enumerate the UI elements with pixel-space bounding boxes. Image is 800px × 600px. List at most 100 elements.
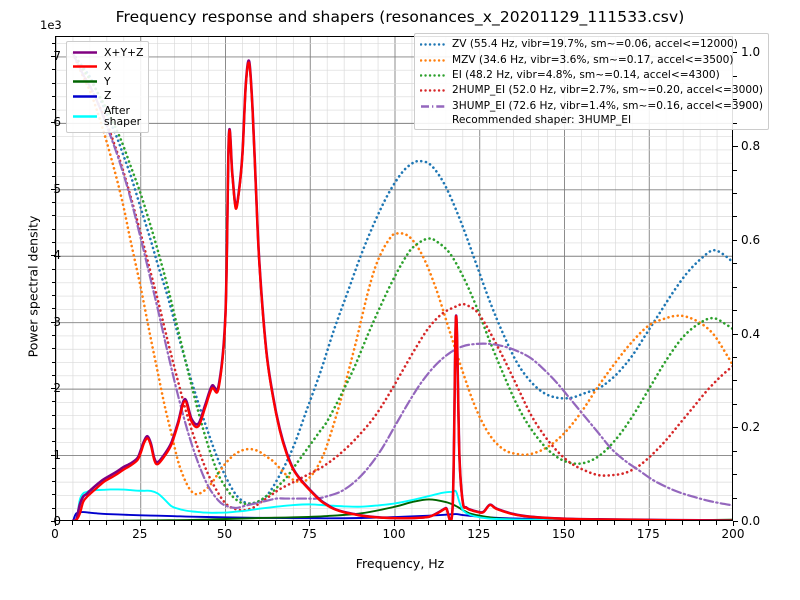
x-tick [360, 521, 362, 525]
y2-tick-label: 0.6 [741, 232, 761, 247]
legend-item-Y[interactable]: Y [72, 74, 143, 89]
legend-item-ZV[interactable]: ZV (55.4 Hz, vibr=19.7%, sm~=0.06, accel… [420, 37, 763, 52]
legend-line-icon [72, 76, 98, 87]
x-tick [597, 521, 599, 525]
legend-item-label: X+Y+Z [104, 45, 144, 59]
x-tick-label: 200 [721, 527, 745, 541]
y2-tick [733, 333, 738, 335]
legend-item-EI[interactable]: EI (48.2 Hz, vibr=4.8%, sm~=0.14, accel<… [420, 68, 763, 83]
legend-line-icon [420, 55, 446, 66]
x-tick [156, 521, 158, 525]
y2-tick-label: 1.0 [741, 45, 761, 60]
legend-item-X+Y+Z[interactable]: X+Y+Z [72, 45, 143, 60]
x-tick [580, 521, 582, 525]
y-tick [51, 162, 55, 164]
x-tick [716, 521, 718, 525]
y2-tick [733, 239, 737, 241]
x-tick [88, 521, 90, 525]
shaper-legend[interactable]: ZV (55.4 Hz, vibr=19.7%, sm~=0.06, accel… [414, 33, 769, 130]
x-tick [648, 521, 650, 526]
x-tick [614, 521, 616, 525]
legend-item-label: EI (48.2 Hz, vibr=4.8%, sm~=0.14, accel<… [452, 68, 720, 81]
legend-line-icon [420, 101, 446, 112]
x-tick [173, 521, 175, 525]
x-tick [343, 521, 345, 525]
y-tick [51, 441, 55, 443]
y-tick [51, 494, 55, 496]
y-tick [50, 454, 55, 456]
legend-item-label: X [104, 60, 112, 74]
psd-legend[interactable]: X+Y+Z X Y Z After shaper [66, 41, 150, 134]
legend-item-After-shaper[interactable]: After shaper [72, 103, 143, 129]
x-tick-label: 0 [51, 527, 59, 541]
x-tick [139, 521, 141, 526]
x-tick [512, 521, 514, 525]
x-tick [478, 521, 480, 526]
x-tick [309, 521, 311, 526]
x-tick [444, 521, 446, 525]
y-tick [50, 122, 55, 124]
y2-tick [733, 99, 737, 101]
legend-item-X[interactable]: X [72, 60, 143, 75]
y2-tick [733, 169, 737, 171]
y-tick [51, 135, 55, 137]
y-axis-label: Power spectral density [25, 215, 41, 358]
x-tick [665, 521, 667, 525]
y-tick [51, 401, 55, 403]
y-tick [51, 241, 55, 243]
y-tick [51, 467, 55, 469]
legend-item-label: Z [104, 89, 112, 103]
y-tick [51, 215, 55, 217]
x-tick-label: 50 [216, 527, 233, 541]
x-tick [427, 521, 429, 525]
y2-tick [733, 450, 737, 452]
y-tick-label: 2 [53, 381, 61, 396]
x-tick-label: 125 [467, 527, 491, 541]
y-tick [51, 334, 55, 336]
y2-tick [733, 427, 738, 429]
recommended-shaper-note: Recommended shaper: 3HUMP_EI [452, 113, 632, 126]
legend-line-icon [72, 91, 98, 102]
y2-tick [733, 521, 738, 522]
y-tick-label: 6 [53, 115, 61, 130]
y-tick [51, 427, 55, 429]
series-X [72, 61, 732, 520]
x-tick [631, 521, 633, 525]
y-tick [51, 148, 55, 150]
series-EI [71, 52, 732, 506]
legend-line-icon [420, 70, 446, 81]
y-tick [51, 228, 55, 230]
y2-tick-label: 0.4 [741, 326, 761, 341]
y-tick [51, 42, 55, 44]
y-tick [51, 361, 55, 363]
y-tick [51, 308, 55, 310]
y-tick [50, 521, 55, 522]
x-tick [495, 521, 497, 525]
x-tick-label: 175 [636, 527, 660, 541]
legend-item-label: 2HUMP_EI (52.0 Hz, vibr=2.7%, sm~=0.20, … [452, 84, 763, 97]
series-2HUMP_EI [71, 52, 732, 512]
x-tick [563, 521, 565, 526]
x-tick [207, 521, 209, 525]
legend-item-3HUMP_EI[interactable]: 3HUMP_EI (72.6 Hz, vibr=1.4%, sm~=0.16, … [420, 99, 763, 114]
x-tick [122, 521, 124, 525]
y2-tick [733, 192, 737, 194]
x-tick [275, 521, 277, 525]
y-tick-label: 1 [53, 447, 61, 462]
legend-line-icon [72, 111, 98, 122]
y2-tick [733, 122, 737, 124]
y2-tick-label: 0.0 [741, 514, 761, 528]
y2-tick [733, 403, 737, 405]
y-tick [50, 188, 55, 190]
legend-item-Z[interactable]: Z [72, 89, 143, 104]
y2-tick [733, 356, 737, 358]
legend-item-MZV[interactable]: MZV (34.6 Hz, vibr=3.6%, sm~=0.17, accel… [420, 52, 763, 67]
legend-line-icon [72, 47, 98, 58]
x-tick [292, 521, 294, 525]
x-tick-label: 75 [301, 527, 317, 541]
legend-item-2HUMP_EI[interactable]: 2HUMP_EI (52.0 Hz, vibr=2.7%, sm~=0.20, … [420, 83, 763, 98]
y-tick [51, 95, 55, 97]
x-tick [190, 521, 192, 525]
x-tick [410, 521, 412, 525]
